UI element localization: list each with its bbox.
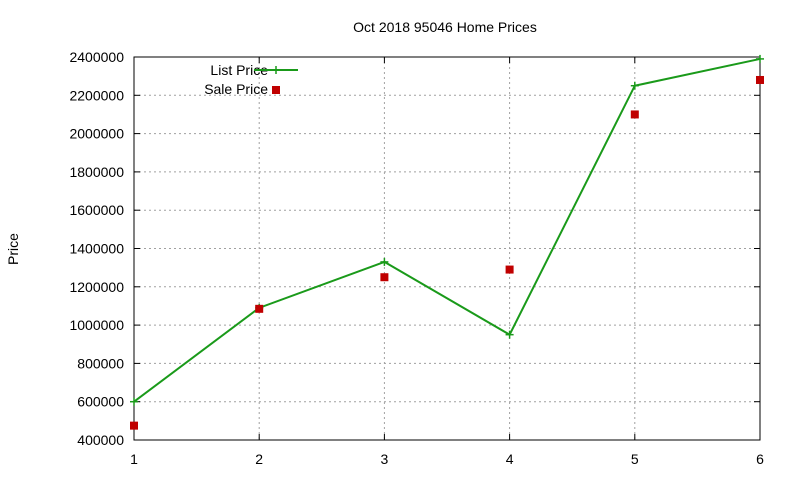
series-line-list-price — [133, 57, 761, 403]
data-point-list-price — [756, 54, 764, 63]
data-point-sale-price — [505, 265, 514, 274]
y-tick-label: 1400000 — [69, 241, 124, 257]
y-tick-label: 2200000 — [69, 87, 124, 103]
data-point-sale-price — [630, 110, 639, 119]
grid — [134, 57, 760, 440]
y-tick-label: 400000 — [77, 432, 124, 448]
y-tick-label: 600000 — [77, 394, 124, 410]
y-tick-label: 1800000 — [69, 164, 124, 180]
data-point-list-price — [380, 257, 389, 266]
x-tick-label: 4 — [506, 451, 514, 467]
series-layer — [130, 54, 764, 430]
chart-title: Oct 2018 95046 Home Prices — [353, 19, 537, 35]
plot-frame — [133, 56, 761, 441]
data-point-list-price — [130, 397, 138, 406]
y-tick-label: 2000000 — [69, 126, 124, 142]
legend-label-list-price: List Price — [210, 62, 268, 78]
x-tick-label: 2 — [255, 451, 263, 467]
data-point-sale-price — [255, 304, 264, 313]
data-point-sale-price — [380, 273, 389, 282]
data-point-sale-price — [130, 421, 138, 430]
legend-marker-sale-price — [272, 86, 280, 94]
x-tick-label: 3 — [381, 451, 389, 467]
y-tick-label: 800000 — [77, 355, 124, 371]
x-tick-label: 6 — [756, 451, 764, 467]
legend-label-sale-price: Sale Price — [204, 81, 268, 97]
y-tick-label: 1200000 — [69, 279, 124, 295]
y-axis-label: Price — [5, 233, 21, 265]
x-tick-label: 5 — [631, 451, 639, 467]
x-axis: 1 2 3 4 5 6 — [130, 57, 764, 467]
data-point-list-price — [505, 330, 514, 339]
y-tick-label: 2400000 — [69, 49, 124, 65]
data-point-list-price — [630, 81, 639, 90]
x-tick-label: 1 — [130, 451, 138, 467]
y-axis: 400000 600000 800000 1000000 1200000 1400000 1… — [69, 49, 760, 448]
y-tick-label: 1000000 — [69, 317, 124, 333]
legend-marker-list-price — [272, 66, 280, 74]
y-tick-label: 1600000 — [69, 202, 124, 218]
legend: List Price Sale Price — [204, 62, 298, 97]
data-point-sale-price — [756, 75, 764, 84]
